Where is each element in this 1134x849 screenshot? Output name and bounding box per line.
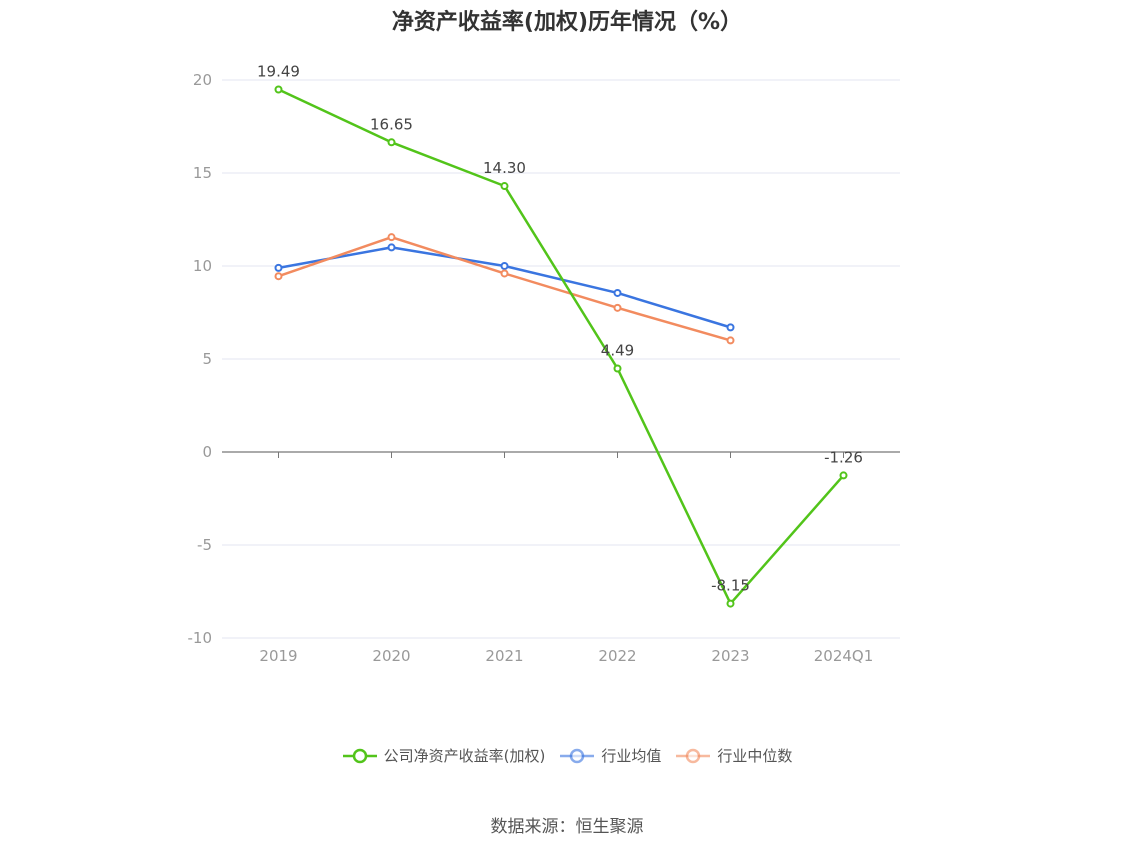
y-tick-label: 20 <box>193 71 212 89</box>
y-tick-label: 0 <box>202 443 212 461</box>
series-line <box>277 88 845 605</box>
x-tick-label: 2024Q1 <box>814 647 874 665</box>
legend-marker-icon <box>560 748 595 763</box>
data-label: -1.26 <box>824 448 863 466</box>
legend-label: 公司净资产收益率(加权) <box>383 747 546 765</box>
data-point[interactable] <box>613 303 622 312</box>
data-label: 4.49 <box>601 341 634 359</box>
data-source: 数据来源：恒生聚源 <box>490 817 644 837</box>
data-label: -8.15 <box>711 577 750 595</box>
series-line <box>278 246 731 329</box>
data-label: 19.49 <box>257 62 300 80</box>
y-tick-label: -5 <box>197 536 212 554</box>
data-point[interactable] <box>613 364 622 373</box>
legend-item[interactable]: 行业中位数 <box>675 745 792 766</box>
y-tick-label: -10 <box>188 629 213 647</box>
data-point[interactable] <box>387 233 396 242</box>
legend-label: 行业中位数 <box>717 747 793 765</box>
x-tick-label: 2020 <box>372 647 410 665</box>
legend-label: 行业均值 <box>601 747 662 765</box>
series-layer <box>274 85 848 608</box>
data-label: 16.65 <box>370 115 413 133</box>
x-tick-label: 2019 <box>259 647 297 665</box>
label-layer: 19.49 16.65 14.30 4.49 -8.15 -1.26 <box>257 62 863 594</box>
data-point[interactable] <box>387 243 396 252</box>
x-tick-label: 2023 <box>711 647 749 665</box>
legend-marker-icon <box>342 748 377 763</box>
data-point[interactable] <box>387 138 396 147</box>
axis-layer: -10 -5 0 5 10 15 20 2019 2020 2021 2022 2023 2024Q1 <box>188 71 900 665</box>
data-point[interactable] <box>726 323 735 332</box>
grid-layer <box>222 79 900 639</box>
x-tick-label: 2022 <box>598 647 636 665</box>
y-tick-label: 15 <box>193 164 212 182</box>
legend-marker-icon <box>676 748 711 763</box>
y-tick-label: 10 <box>193 257 212 275</box>
series-line <box>278 235 731 342</box>
legend-item[interactable]: 公司净资产收益率(加权) <box>342 745 546 766</box>
x-tick-label: 2021 <box>485 647 523 665</box>
data-label: 14.30 <box>483 159 526 177</box>
chart-title: 净资产收益率(加权)历年情况（%） <box>391 10 743 35</box>
legend-item[interactable]: 行业均值 <box>559 745 661 766</box>
data-point[interactable] <box>274 272 283 281</box>
data-point[interactable] <box>726 599 735 608</box>
data-point[interactable] <box>726 336 735 345</box>
data-point[interactable] <box>274 263 283 272</box>
data-point[interactable] <box>500 262 509 270</box>
legend: 公司净资产收益率(加权) 行业均值 行业中位数 <box>0 745 1134 766</box>
data-point[interactable] <box>274 85 283 94</box>
data-point[interactable] <box>500 269 509 278</box>
y-tick-label: 5 <box>202 350 212 368</box>
data-point[interactable] <box>839 471 848 480</box>
data-point[interactable] <box>613 288 622 297</box>
data-point[interactable] <box>500 182 509 191</box>
